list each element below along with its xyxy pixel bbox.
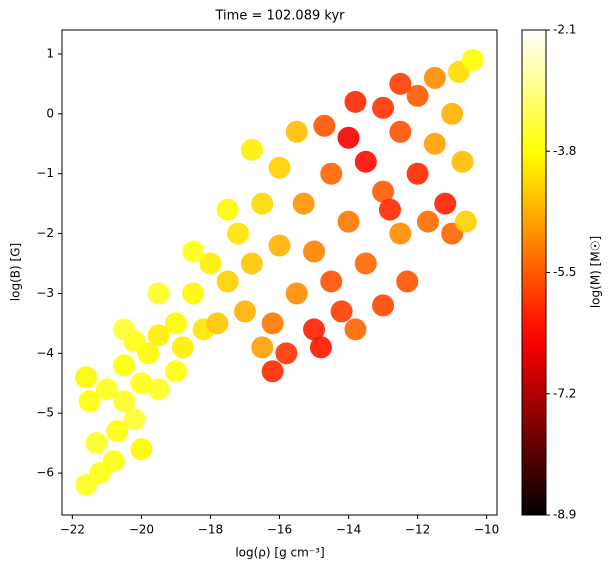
- point: [389, 222, 412, 245]
- point: [337, 210, 360, 233]
- y-tick-label: 0: [46, 106, 54, 120]
- y-tick-label: −4: [36, 346, 54, 360]
- point: [113, 354, 136, 377]
- point: [406, 162, 429, 185]
- point: [240, 138, 263, 161]
- y-tick-label: −5: [36, 406, 54, 420]
- point: [461, 48, 484, 71]
- point: [113, 318, 136, 341]
- point: [164, 360, 187, 383]
- point: [389, 120, 412, 143]
- colorbar-tick-label: -5.5: [553, 265, 576, 279]
- point: [337, 126, 360, 149]
- point: [123, 408, 146, 431]
- y-tick-label: −3: [36, 286, 54, 300]
- chart-title: Time = 102.089 kyr: [215, 9, 346, 24]
- point: [130, 438, 153, 461]
- point: [378, 198, 401, 221]
- point: [285, 120, 308, 143]
- point: [354, 150, 377, 173]
- x-tick-label: −16: [267, 523, 292, 537]
- point: [416, 210, 439, 233]
- point: [106, 420, 129, 443]
- y-axis-label: log(B) [G]: [9, 243, 23, 301]
- point: [451, 150, 474, 173]
- point: [441, 102, 464, 125]
- point: [303, 318, 326, 341]
- point: [344, 90, 367, 113]
- point: [147, 324, 170, 347]
- point: [275, 342, 298, 365]
- point: [423, 66, 446, 89]
- point: [354, 252, 377, 275]
- point: [372, 180, 395, 203]
- point: [227, 222, 250, 245]
- x-tick-label: −14: [336, 523, 361, 537]
- point: [164, 312, 187, 335]
- x-tick-label: −18: [198, 523, 223, 537]
- point: [389, 72, 412, 95]
- point: [182, 282, 205, 305]
- y-tick-label: −2: [36, 226, 54, 240]
- point: [261, 360, 284, 383]
- point: [216, 270, 239, 293]
- point: [396, 270, 419, 293]
- x-tick-label: −20: [129, 523, 154, 537]
- x-tick-label: −10: [474, 523, 499, 537]
- point: [75, 366, 98, 389]
- point: [102, 450, 125, 473]
- point: [147, 282, 170, 305]
- y-tick-label: −1: [36, 166, 54, 180]
- point: [320, 162, 343, 185]
- point: [233, 300, 256, 323]
- point: [240, 252, 263, 275]
- point: [454, 210, 477, 233]
- colorbar: [521, 29, 547, 516]
- colorbar-label: log(M) [M☉]: [589, 236, 603, 308]
- point: [147, 378, 170, 401]
- plot-frame: [61, 29, 498, 516]
- points: [75, 48, 484, 497]
- point: [372, 294, 395, 317]
- point: [292, 192, 315, 215]
- point: [309, 336, 332, 359]
- point: [261, 312, 284, 335]
- colorbar-tick-label: -2.1: [553, 23, 576, 37]
- point: [171, 336, 194, 359]
- point: [372, 96, 395, 119]
- colorbar-tick-label: -8.9: [553, 508, 576, 522]
- point: [303, 240, 326, 263]
- point: [268, 234, 291, 257]
- point: [330, 300, 353, 323]
- point: [95, 378, 118, 401]
- colorbar-tick-label: -3.8: [553, 144, 576, 158]
- point: [216, 198, 239, 221]
- point: [320, 270, 343, 293]
- point: [423, 132, 446, 155]
- point: [268, 156, 291, 179]
- x-tick-label: −22: [60, 523, 85, 537]
- point: [251, 192, 274, 215]
- x-tick-label: −12: [405, 523, 430, 537]
- colorbar-tick-label: -7.2: [553, 386, 576, 400]
- y-tick-label: 1: [46, 46, 54, 60]
- point: [85, 432, 108, 455]
- point: [313, 114, 336, 137]
- point: [406, 84, 429, 107]
- x-axis-label: log(ρ) [g cm⁻³]: [235, 546, 324, 560]
- point: [199, 252, 222, 275]
- point: [434, 192, 457, 215]
- point: [78, 390, 101, 413]
- point: [206, 312, 229, 335]
- point: [285, 282, 308, 305]
- point: [113, 390, 136, 413]
- point: [344, 318, 367, 341]
- point: [130, 372, 153, 395]
- point: [182, 240, 205, 263]
- y-tick-label: −6: [36, 466, 54, 480]
- point: [251, 336, 274, 359]
